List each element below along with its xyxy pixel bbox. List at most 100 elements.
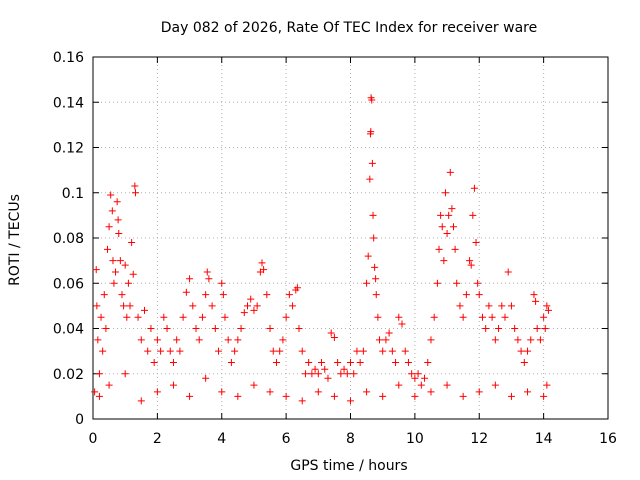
data-point <box>369 211 377 219</box>
data-point <box>311 365 319 373</box>
data-point <box>203 268 211 276</box>
data-point <box>532 297 540 305</box>
data-point <box>253 302 261 310</box>
data-point <box>327 329 335 337</box>
data-point <box>94 336 102 344</box>
y-tick-label: 0.02 <box>53 367 84 383</box>
data-point <box>202 374 210 382</box>
data-point <box>115 229 123 237</box>
data-point <box>189 302 197 310</box>
data-point <box>91 388 99 396</box>
data-point <box>382 336 390 344</box>
data-point <box>379 347 387 355</box>
data-point <box>227 358 235 366</box>
data-point <box>121 261 129 269</box>
data-point <box>182 288 190 296</box>
data-point <box>456 302 464 310</box>
data-point <box>334 358 342 366</box>
data-point <box>224 336 232 344</box>
data-point <box>234 392 242 400</box>
x-tick-label: 0 <box>89 431 98 447</box>
data-point <box>524 347 532 355</box>
data-point <box>353 347 361 355</box>
data-point <box>211 325 219 332</box>
data-point <box>530 291 538 299</box>
data-point <box>144 347 152 355</box>
data-point <box>124 279 132 287</box>
x-tick-label: 10 <box>406 431 424 447</box>
data-point <box>364 252 372 260</box>
data-point <box>244 302 251 310</box>
data-point <box>467 261 475 269</box>
data-point <box>131 189 139 197</box>
data-point <box>192 325 200 332</box>
data-point <box>113 198 121 206</box>
data-point <box>438 223 446 231</box>
data-point <box>250 381 258 389</box>
data-point <box>472 239 480 247</box>
data-point <box>491 381 499 389</box>
data-point <box>445 211 453 219</box>
data-point <box>103 245 111 253</box>
data-point <box>202 291 210 299</box>
data-point <box>129 270 137 278</box>
data-point <box>150 358 158 366</box>
y-tick-label: 0.08 <box>53 231 84 247</box>
data-point <box>411 392 419 400</box>
data-point <box>218 279 226 287</box>
data-point <box>385 329 393 337</box>
y-tick-label: 0 <box>75 412 84 428</box>
data-point <box>314 370 322 378</box>
data-point <box>543 381 551 389</box>
data-point <box>491 336 499 344</box>
axes <box>92 56 609 420</box>
data-point <box>524 388 532 396</box>
data-point <box>160 313 168 321</box>
y-tick-label: 0.06 <box>53 276 84 292</box>
data-point <box>475 291 483 299</box>
data-point <box>451 245 459 253</box>
data-point <box>414 370 422 378</box>
data-point <box>540 313 548 321</box>
data-point <box>298 347 306 355</box>
data-point <box>330 392 338 400</box>
data-point <box>157 347 165 355</box>
data-point <box>507 392 515 400</box>
data-point <box>321 365 329 373</box>
data-point <box>305 358 313 366</box>
data-point <box>272 358 280 366</box>
data-point <box>450 223 457 231</box>
data-point <box>301 370 309 378</box>
y-tick-label: 0.04 <box>53 322 84 338</box>
data-point <box>137 397 145 405</box>
data-point <box>408 370 416 378</box>
data-point <box>411 374 419 382</box>
data-point <box>295 325 303 332</box>
data-point <box>498 302 506 310</box>
data-point <box>179 313 187 321</box>
data-point <box>443 381 451 389</box>
data-point <box>517 347 525 355</box>
data-point <box>173 336 181 344</box>
data-point <box>543 302 551 310</box>
data-point <box>109 257 117 265</box>
data-point <box>282 313 290 321</box>
data-point <box>372 291 380 299</box>
data-point <box>504 268 512 276</box>
data-point <box>372 275 380 283</box>
data-points <box>91 94 552 405</box>
data-point <box>128 239 136 247</box>
data-point <box>102 325 110 332</box>
data-point <box>453 279 461 287</box>
data-point <box>363 388 371 396</box>
data-point <box>240 309 248 317</box>
x-tick-label: 14 <box>535 431 553 447</box>
data-point <box>105 381 113 389</box>
data-point <box>347 397 354 405</box>
data-point <box>186 392 194 400</box>
data-point <box>97 313 105 321</box>
data-point <box>466 257 474 265</box>
x-tick-label: 8 <box>346 431 355 447</box>
data-point <box>118 291 126 299</box>
data-point <box>318 358 326 366</box>
